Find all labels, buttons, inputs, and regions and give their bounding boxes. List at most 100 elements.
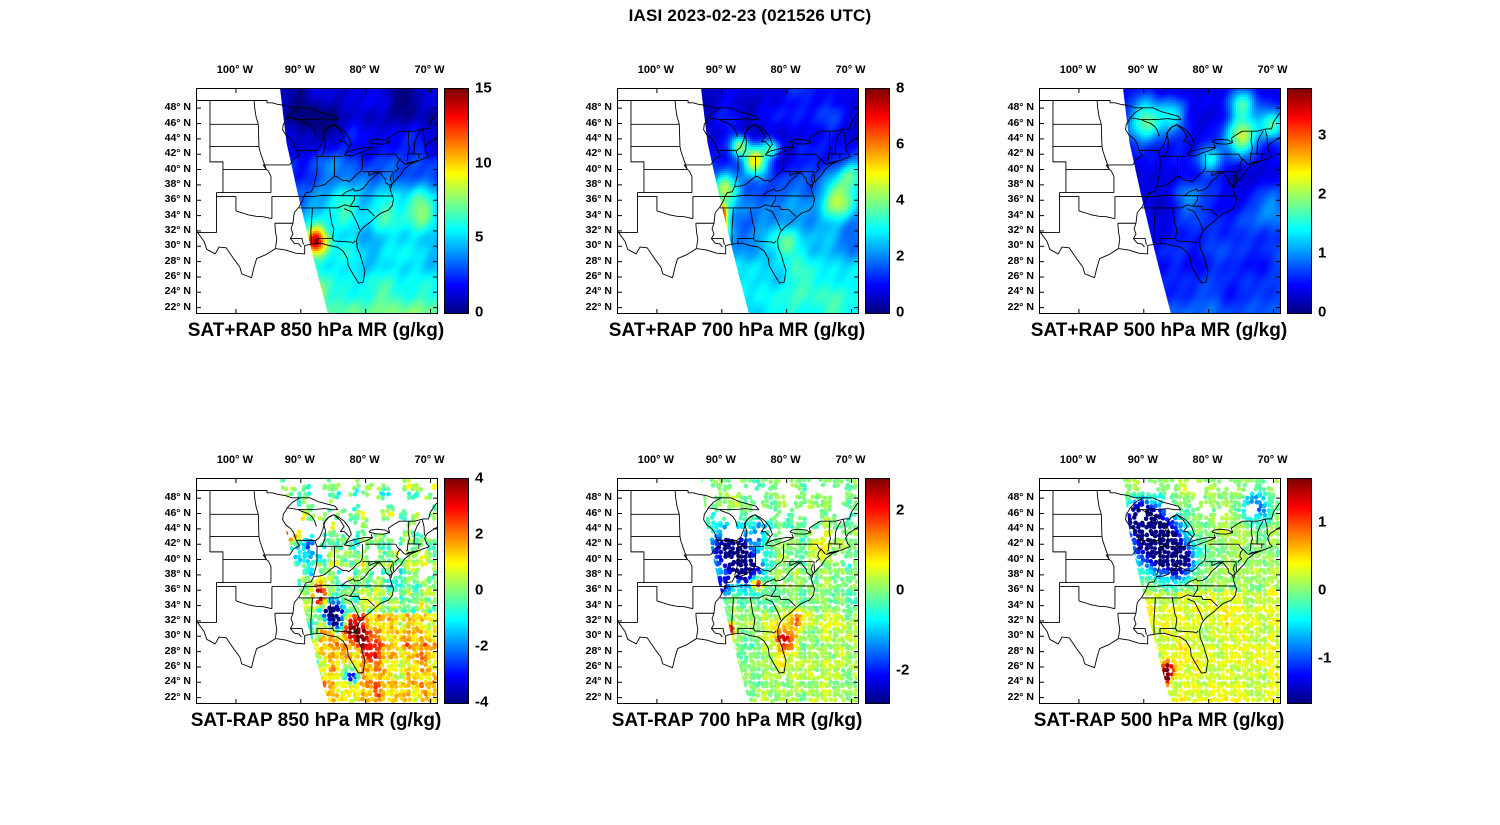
lat-tick-label: 22° N xyxy=(585,690,612,703)
lon-tick-label: 90° W xyxy=(284,64,315,76)
lon-tick-label: 70° W xyxy=(1257,454,1288,466)
figure-title: IASI 2023-02-23 (021526 UTC) xyxy=(628,6,872,25)
colorbar-tick-label: -4 xyxy=(475,693,489,711)
colorbar-tick-label: 0 xyxy=(1318,581,1327,599)
lat-tick-label: 44° N xyxy=(1007,521,1034,534)
lat-tick-label: 22° N xyxy=(1007,690,1034,703)
colorbar-tick-labels: -2 0 2 xyxy=(896,478,929,702)
lon-axis: 100° W 90° W 80° W 70° W xyxy=(1039,452,1288,474)
colorbar-tick-label: 2 xyxy=(896,501,905,519)
lat-tick-label: 46° N xyxy=(164,506,191,519)
map-canvas xyxy=(196,478,438,704)
lat-axis: 48° N 46° N 44° N 42° N 40° N 38° N 36° N 34° N… xyxy=(136,88,193,312)
lat-tick-label: 36° N xyxy=(585,193,612,206)
lat-tick-label: 44° N xyxy=(585,521,612,534)
lat-tick-label: 36° N xyxy=(1007,583,1034,596)
colorbar-tick-label: 2 xyxy=(896,247,905,265)
colorbar-tick-labels: -4 -2 0 2 4 xyxy=(475,470,508,711)
lon-tick-label: 70° W xyxy=(1257,64,1288,76)
colorbar-tick-labels: 0 5 10 15 xyxy=(475,80,508,321)
lon-tick-label: 70° W xyxy=(835,64,866,76)
colorbar-tick-label: 15 xyxy=(475,79,492,97)
lat-tick-label: 24° N xyxy=(164,285,191,298)
lat-tick-label: 24° N xyxy=(1007,675,1034,688)
lat-tick-label: 46° N xyxy=(1007,506,1034,519)
lat-tick-label: 34° N xyxy=(585,598,612,611)
lat-tick-label: 44° N xyxy=(164,521,191,534)
map-canvas xyxy=(196,88,438,314)
colorbar xyxy=(865,88,890,314)
colorbar xyxy=(1287,478,1312,704)
lat-tick-label: 28° N xyxy=(1007,644,1034,657)
colorbar-tick-label: 8 xyxy=(896,79,905,97)
lat-tick-label: 30° N xyxy=(1007,239,1034,252)
lat-tick-label: 26° N xyxy=(585,269,612,282)
lon-tick-label: 100° W xyxy=(637,454,674,466)
lat-tick-label: 28° N xyxy=(164,644,191,657)
lat-tick-label: 26° N xyxy=(1007,659,1034,672)
colorbar-tick-label: 0 xyxy=(896,581,905,599)
lat-tick-label: 28° N xyxy=(585,254,612,267)
map-canvas xyxy=(1039,478,1281,704)
lat-tick-label: 24° N xyxy=(164,675,191,688)
lat-tick-label: 42° N xyxy=(585,537,612,550)
lon-axis: 100° W 90° W 80° W 70° W xyxy=(617,452,866,474)
panel-sat-minus-rap-850: 100° W 90° W 80° W 70° W 48° N 46° N 44° N 42°… xyxy=(136,452,508,740)
lon-tick-label: 80° W xyxy=(770,454,801,466)
lat-axis: 48° N 46° N 44° N 42° N 40° N 38° N 36° N 34° N… xyxy=(557,478,614,702)
panel-title: SAT+RAP 700 hPa MR (g/kg) xyxy=(608,320,866,341)
panel-title: SAT-RAP 500 hPa MR (g/kg) xyxy=(1033,710,1285,731)
lat-tick-label: 32° N xyxy=(585,223,612,236)
lon-tick-label: 90° W xyxy=(1127,64,1158,76)
colorbar-tick-label: -1 xyxy=(1318,649,1332,667)
colorbar-tick-labels: 0 2 4 6 8 xyxy=(896,80,929,321)
lat-tick-label: 34° N xyxy=(585,208,612,221)
lat-tick-label: 24° N xyxy=(1007,285,1034,298)
lat-tick-label: 30° N xyxy=(164,629,191,642)
lon-tick-label: 90° W xyxy=(705,64,736,76)
lat-tick-label: 48° N xyxy=(585,101,612,114)
colorbar-tick-label: 3 xyxy=(1318,126,1327,144)
lon-tick-label: 100° W xyxy=(216,64,253,76)
colorbar-tick-label: 5 xyxy=(475,228,484,246)
lat-tick-label: 40° N xyxy=(164,162,191,175)
panel-sat-plus-rap-850: 100° W 90° W 80° W 70° W 48° N 46° N 44° N 42°… xyxy=(136,62,508,350)
lat-tick-label: 26° N xyxy=(585,659,612,672)
lat-tick-label: 42° N xyxy=(585,147,612,160)
lat-tick-label: 28° N xyxy=(1007,254,1034,267)
colorbar-tick-label: 0 xyxy=(1318,303,1327,321)
lat-tick-label: 48° N xyxy=(164,101,191,114)
lat-tick-label: 46° N xyxy=(164,116,191,129)
colorbar-tick-label: -2 xyxy=(896,661,910,679)
lat-tick-label: 32° N xyxy=(164,613,191,626)
lat-tick-label: 40° N xyxy=(585,552,612,565)
lat-tick-label: 48° N xyxy=(1007,101,1034,114)
lat-tick-label: 46° N xyxy=(1007,116,1034,129)
lon-tick-label: 90° W xyxy=(705,454,736,466)
colorbar-tick-labels: 0 1 2 3 xyxy=(1318,88,1351,321)
lat-tick-label: 32° N xyxy=(1007,223,1034,236)
lat-tick-label: 42° N xyxy=(164,537,191,550)
lat-tick-label: 40° N xyxy=(164,552,191,565)
lat-tick-label: 44° N xyxy=(585,131,612,144)
colorbar-tick-label: 0 xyxy=(896,303,905,321)
lat-axis: 48° N 46° N 44° N 42° N 40° N 38° N 36° N 34° N… xyxy=(979,478,1036,702)
panel-title: SAT+RAP 850 hPa MR (g/kg) xyxy=(187,320,445,341)
lat-tick-label: 30° N xyxy=(1007,629,1034,642)
map-canvas xyxy=(617,88,859,314)
colorbar-tick-label: 6 xyxy=(896,135,905,153)
lat-tick-label: 30° N xyxy=(585,629,612,642)
lat-tick-label: 38° N xyxy=(1007,177,1034,190)
lat-tick-label: 34° N xyxy=(164,598,191,611)
lon-tick-label: 80° W xyxy=(1192,64,1223,76)
lat-tick-label: 26° N xyxy=(164,269,191,282)
lon-axis: 100° W 90° W 80° W 70° W xyxy=(617,62,866,84)
lat-tick-label: 36° N xyxy=(1007,193,1034,206)
colorbar xyxy=(1287,88,1312,314)
colorbar xyxy=(444,478,469,704)
lat-tick-label: 44° N xyxy=(1007,131,1034,144)
panel-sat-plus-rap-700: 100° W 90° W 80° W 70° W 48° N 46° N 44° N 42°… xyxy=(557,62,929,350)
lon-tick-label: 80° W xyxy=(770,64,801,76)
lon-axis: 100° W 90° W 80° W 70° W xyxy=(196,62,445,84)
